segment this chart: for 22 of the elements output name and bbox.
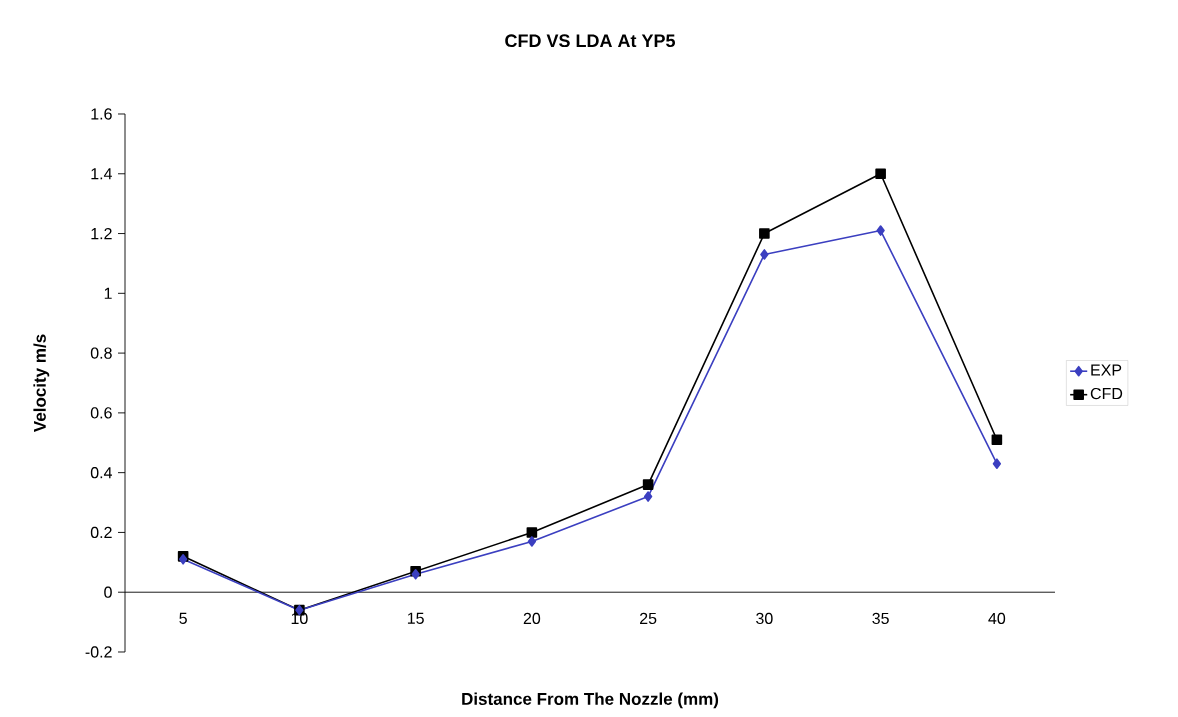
y-tick-label: 0.4 xyxy=(90,467,112,479)
legend-label: CFD xyxy=(1090,387,1123,400)
y-tick-label: 0 xyxy=(104,586,112,598)
x-tick-label: 40 xyxy=(988,612,1006,625)
x-tick-label: 15 xyxy=(407,612,424,624)
y-tick-label: 0.2 xyxy=(90,526,112,539)
y-axis-title: Velocity m/s xyxy=(33,334,50,433)
x-tick-label: 35 xyxy=(872,612,889,625)
y-tick-label: 1 xyxy=(104,287,112,299)
y-tick-label: 0.6 xyxy=(90,407,112,419)
y-tick-label: -0.2 xyxy=(85,646,112,658)
y-tick-label: 1.2 xyxy=(91,227,112,240)
chart-title: CFD VS LDA At YP5 xyxy=(505,34,675,48)
x-tick-label: 30 xyxy=(756,612,773,625)
x-tick-label: 5 xyxy=(179,612,187,624)
legend-label: EXP xyxy=(1091,364,1122,376)
y-tick-label: 1.4 xyxy=(91,168,112,180)
y-tick-label: 1.6 xyxy=(91,108,112,120)
x-tick-label: 20 xyxy=(523,612,541,625)
y-tick-label: 0.8 xyxy=(90,347,112,359)
x-tick-label: 25 xyxy=(640,612,657,625)
x-axis-title: Distance From The Nozzle (mm) xyxy=(462,692,719,709)
